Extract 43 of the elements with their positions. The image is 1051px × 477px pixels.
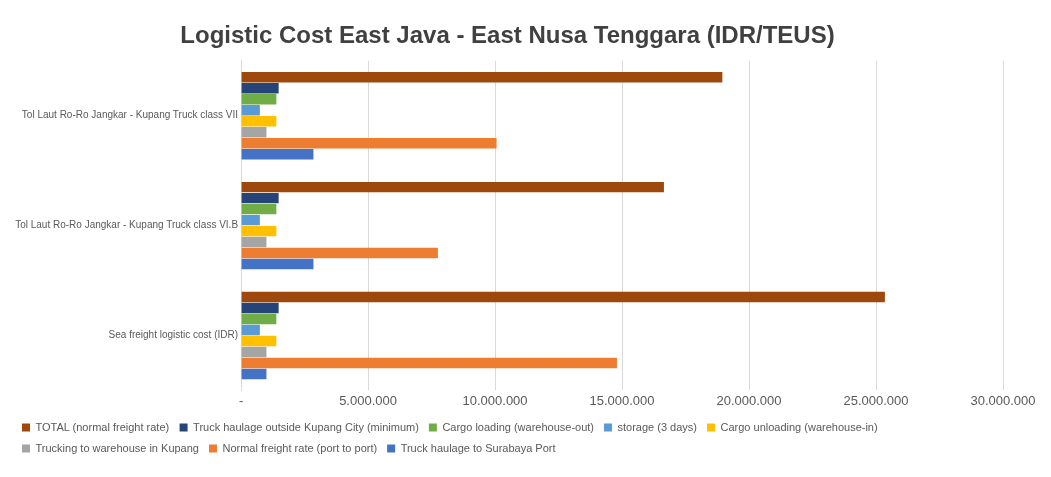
bar: [241, 94, 277, 105]
legend-label: Truck haulage outside Kupang City (minimum): [193, 420, 419, 433]
x-tick-label: -: [238, 392, 244, 408]
bar: [241, 181, 664, 193]
bar: [241, 116, 277, 127]
x-tick-label: 5.000.000: [339, 392, 397, 408]
x-tick-label: 10.000.000: [462, 392, 528, 408]
bar: [241, 346, 267, 358]
legend-label: Truck haulage to Surabaya Port: [400, 441, 556, 454]
legend-label: Cargo unloading (warehouse-in): [720, 420, 878, 433]
bar: [241, 83, 279, 94]
bar: [241, 357, 617, 369]
bar: [241, 247, 438, 259]
y-tick-label: Tol Laut Ro-Ro Jangkar - Kupang Truck class VII: [21, 109, 239, 121]
y-tick-label: Tol Laut Ro-Ro Jangkar - Kupang Truck class VI.B: [15, 219, 239, 231]
x-tick-label: 25.000.000: [843, 392, 909, 408]
bar: [241, 225, 277, 237]
bar: [241, 368, 267, 380]
legend-label: Trucking to warehouse in Kupang: [35, 441, 199, 454]
x-tick-label: 20.000.000: [716, 392, 782, 408]
bar: [241, 192, 279, 204]
legend-label: Cargo loading (warehouse-out): [442, 420, 595, 433]
bar: [241, 258, 314, 270]
bar: [241, 214, 260, 226]
bar: [241, 72, 723, 83]
bar: [241, 127, 267, 138]
bar: [241, 203, 277, 215]
bar: [241, 236, 267, 248]
bar: [241, 148, 314, 160]
legend-label: TOTAL (normal freight rate): [35, 420, 170, 433]
legend-label: storage (3 days): [617, 420, 698, 433]
bar: [241, 313, 277, 325]
chart-title: Logistic Cost East Java - East Nusa Tenggara (IDR/TEUS): [180, 21, 835, 49]
bar: [241, 324, 260, 336]
x-tick-label: 15.000.000: [589, 392, 655, 408]
bar: [241, 302, 279, 314]
legend-label: Normal freight rate (port to port): [222, 441, 378, 454]
bar: [241, 137, 497, 149]
y-tick-label: Sea freight logistic cost (IDR): [108, 329, 239, 341]
x-tick-label: 30.000.000: [970, 392, 1036, 408]
bar: [241, 105, 260, 116]
bar: [241, 291, 885, 303]
bar: [241, 335, 277, 347]
